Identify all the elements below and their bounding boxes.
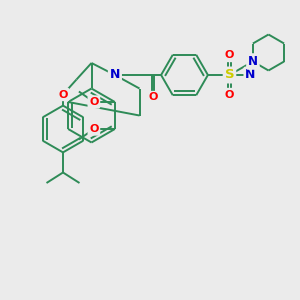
Text: N: N [110,68,120,82]
Text: N: N [245,68,256,82]
Text: O: O [89,124,99,134]
Text: S: S [225,68,234,82]
Text: O: O [225,89,234,100]
Text: N: N [248,55,258,68]
Text: O: O [58,89,68,100]
Text: O: O [148,92,158,103]
Text: O: O [225,50,234,61]
Text: O: O [89,97,99,107]
